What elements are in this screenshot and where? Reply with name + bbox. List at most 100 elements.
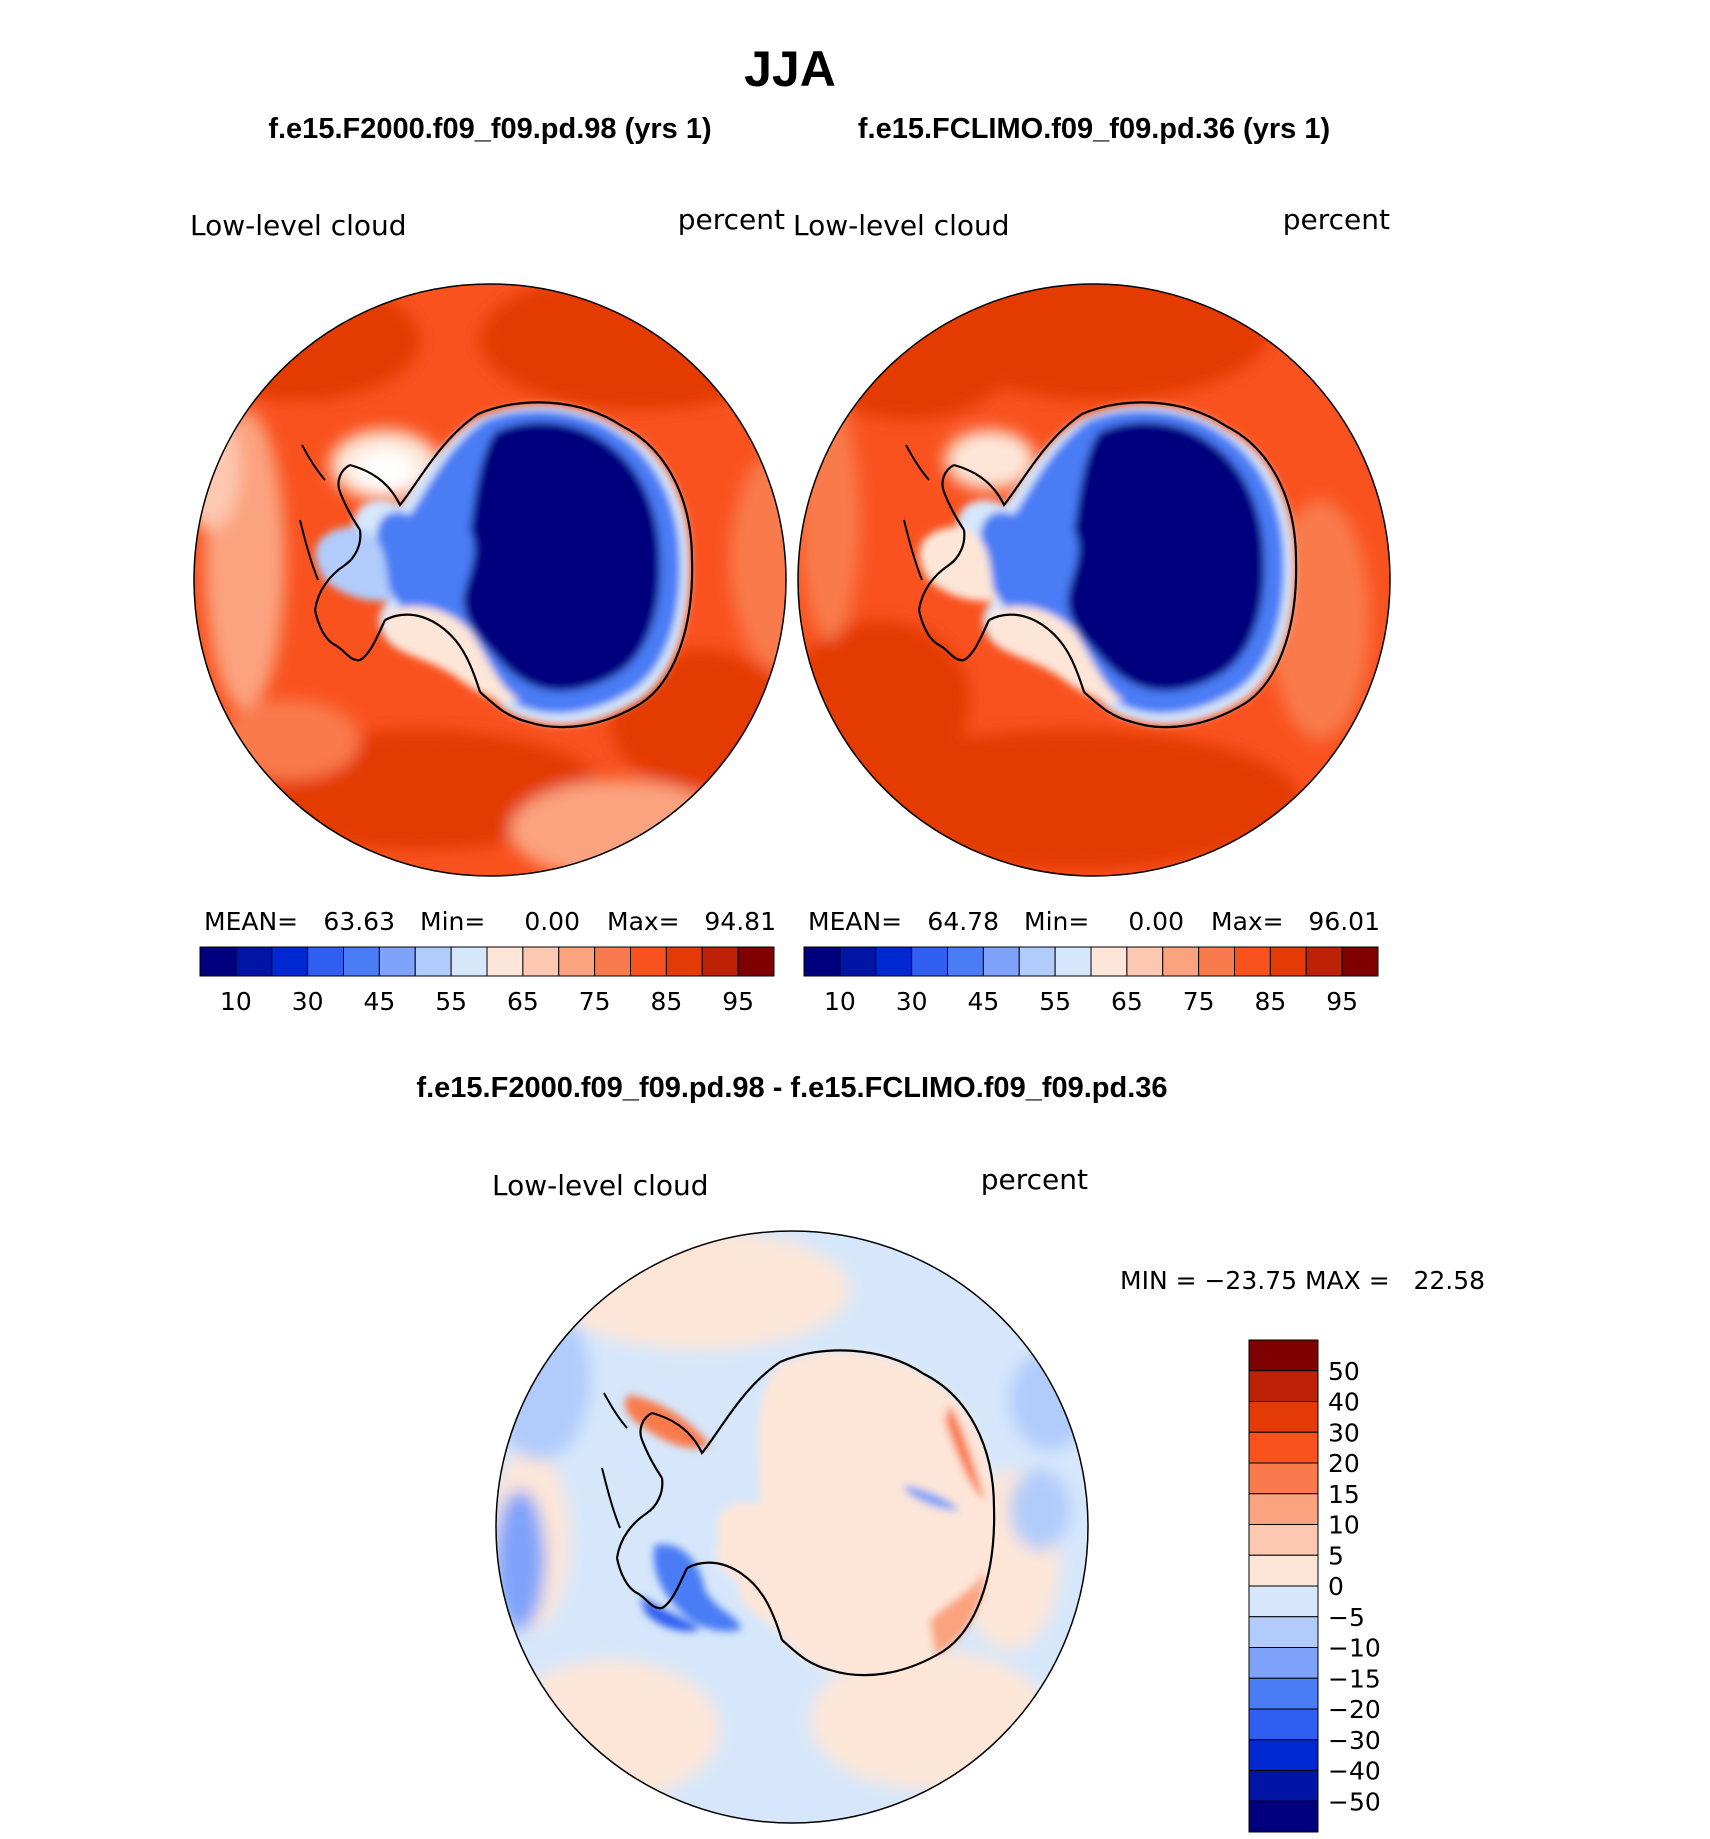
colorbar-cell	[737, 946, 775, 977]
colorbar-tick-label: −50	[1328, 1787, 1381, 1816]
panel-1-mean-label: MEAN=	[204, 907, 298, 936]
colorbar-cell	[1198, 946, 1235, 977]
colorbar-cell	[1248, 1800, 1319, 1833]
colorbar-tick-label: 75	[579, 987, 611, 1016]
colorbar-cell	[982, 946, 1020, 977]
colorbar-cell	[271, 946, 309, 977]
colorbar-cell	[1162, 946, 1200, 977]
panel-1-units-label: percent	[678, 203, 785, 236]
colorbar-tick-label: 45	[363, 987, 395, 1016]
colorbar-cell	[1248, 1708, 1319, 1741]
colorbar-cell	[630, 946, 667, 977]
colorbar-tick-label: −30	[1328, 1726, 1381, 1755]
diff-variable-label: Low-level cloud	[492, 1169, 709, 1202]
colorbar-cell	[1248, 1524, 1319, 1556]
colorbar-tick-label: 5	[1328, 1541, 1344, 1570]
colorbar-cell	[1248, 1493, 1319, 1525]
panel-2-map	[797, 283, 1391, 877]
colorbar-cell	[701, 946, 739, 977]
panel-1-case-title: f.e15.F2000.f09_f09.pd.98 (yrs 1)	[268, 113, 711, 145]
panel-2-max-label: Max=	[1211, 907, 1284, 936]
colorbar-cell	[1248, 1431, 1319, 1464]
colorbar-tick-label: −15	[1328, 1664, 1381, 1693]
panel-2-case-title: f.e15.FCLIMO.f09_f09.pd.36 (yrs 1)	[858, 113, 1330, 145]
panel-1-mean-value: 63.63	[323, 907, 395, 936]
colorbar-cell	[1248, 1770, 1319, 1802]
colorbar-tick-label: 85	[650, 987, 682, 1016]
colorbar-tick-label: 50	[1328, 1357, 1360, 1386]
panel-2-min-value: 0.00	[1128, 907, 1184, 936]
diff-map	[495, 1230, 1089, 1824]
diff-title: f.e15.F2000.f09_f09.pd.98 - f.e15.FCLIMO…	[416, 1072, 1167, 1104]
colorbar-cell	[1248, 1677, 1319, 1710]
colorbar-tick-label: 20	[1328, 1449, 1360, 1478]
colorbar-tick-label: 30	[1328, 1418, 1360, 1447]
panel-1-stats: MEAN= 63.63 Min= 0.00 Max= 94.81	[204, 907, 776, 936]
panel-1-colorbar: 10 30 45 55 65 75 85 95	[199, 946, 775, 1016]
figure-title: JJA	[744, 41, 836, 97]
colorbar-cell	[522, 946, 560, 977]
panel-1-max-value: 94.81	[704, 907, 776, 936]
colorbar-cell	[199, 946, 237, 977]
colorbar-tick-label: 75	[1183, 987, 1215, 1016]
colorbar-cell	[1269, 946, 1307, 977]
colorbar-cell	[307, 946, 344, 977]
colorbar-tick-label: 55	[1039, 987, 1071, 1016]
diff-units-label: percent	[981, 1163, 1088, 1196]
colorbar-tick-label: −10	[1328, 1634, 1381, 1663]
panel-2-colorbar: 10 30 45 55 65 75 85 95	[803, 946, 1379, 1016]
colorbar-cell	[558, 946, 596, 977]
colorbar-cell	[1054, 946, 1092, 977]
diff-minmax: MIN = −23.75 MAX = 22.58	[1120, 1266, 1485, 1295]
colorbar-cell	[1090, 946, 1128, 977]
colorbar-tick-label: 10	[824, 987, 856, 1016]
colorbar-cell	[1248, 1554, 1319, 1587]
panel-1-min-label: Min=	[420, 907, 485, 936]
colorbar-cell	[1248, 1339, 1319, 1372]
panel-2-stats: MEAN= 64.78 Min= 0.00 Max= 96.01	[808, 907, 1380, 936]
colorbar-tick-label: 30	[896, 987, 928, 1016]
colorbar-cell	[875, 946, 913, 977]
colorbar-cell	[378, 946, 416, 977]
colorbar-cell	[947, 946, 984, 977]
colorbar-tick-label: 30	[292, 987, 324, 1016]
colorbar-cell	[1248, 1401, 1319, 1433]
colorbar-tick-label: 95	[1326, 987, 1358, 1016]
colorbar-cell	[1341, 946, 1379, 977]
colorbar-cell	[839, 946, 877, 977]
colorbar-cell	[1126, 946, 1164, 977]
panel-2-variable-label: Low-level cloud	[793, 209, 1010, 242]
colorbar-tick-label: 85	[1254, 987, 1286, 1016]
colorbar-tick-label: 55	[435, 987, 467, 1016]
colorbar-tick-label: 10	[220, 987, 252, 1016]
colorbar-cell	[803, 946, 841, 977]
colorbar-cell	[1234, 946, 1271, 977]
colorbar-cell	[665, 946, 703, 977]
panel-1-min-value: 0.00	[524, 907, 580, 936]
colorbar-tick-label: −40	[1328, 1757, 1381, 1786]
colorbar-tick-label: 45	[967, 987, 999, 1016]
colorbar-cell	[450, 946, 488, 977]
colorbar-cell	[235, 946, 273, 977]
panel-1-max-label: Max=	[607, 907, 680, 936]
colorbar-cell	[1248, 1647, 1319, 1679]
colorbar-tick-label: 10	[1328, 1511, 1360, 1540]
colorbar-cell	[1305, 946, 1343, 977]
colorbar-tick-label: 65	[1111, 987, 1143, 1016]
colorbar-cell	[1248, 1739, 1319, 1771]
colorbar-tick-label: −20	[1328, 1695, 1381, 1724]
colorbar-tick-label: −5	[1328, 1603, 1365, 1632]
colorbar-cell	[594, 946, 631, 977]
colorbar-cell	[1248, 1462, 1319, 1495]
colorbar-tick-label: 95	[722, 987, 754, 1016]
panel-2-units-label: percent	[1283, 203, 1390, 236]
colorbar-cell	[1248, 1585, 1319, 1618]
panel-1-map	[193, 283, 787, 877]
colorbar-cell	[911, 946, 948, 977]
panel-2-max-value: 96.01	[1308, 907, 1380, 936]
panel-1-variable-label: Low-level cloud	[190, 209, 407, 242]
colorbar-cell	[1248, 1616, 1319, 1648]
colorbar-tick-label: 15	[1328, 1480, 1360, 1509]
